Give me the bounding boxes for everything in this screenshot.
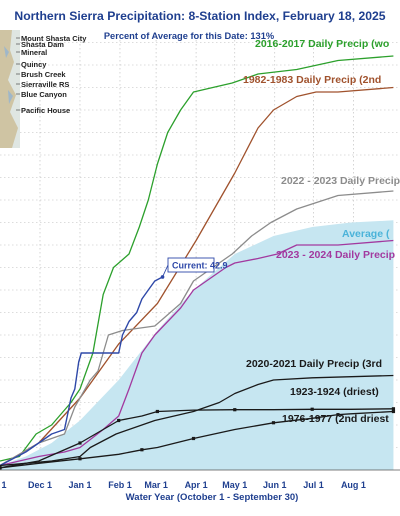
current-label: Current: 42.9 xyxy=(172,261,228,271)
x-tick-4: Mar 1 xyxy=(144,480,168,490)
chart-subtitle: Percent of Average for this Date: 131% xyxy=(104,31,275,41)
series-line-4 xyxy=(0,276,163,467)
series-marker-7-10 xyxy=(310,407,314,411)
station-label-7: Pacific House xyxy=(21,106,70,115)
x-tick-labels: 1 Dec 1 Jan 1 Feb 1 Mar 1 Apr 1 May 1 Jun 1 Jul … xyxy=(1,480,365,490)
x-tick-0: 1 xyxy=(1,480,6,490)
label-average: Average ( xyxy=(342,228,390,240)
series-marker-8-4 xyxy=(140,448,144,452)
series-marker-8-0 xyxy=(0,466,2,470)
series-marker-7-12 xyxy=(391,407,396,411)
station-label-0: Mount Shasta City xyxy=(21,34,87,43)
label-2022-2023: 2022 - 2023 Daily Precip xyxy=(281,175,400,187)
series-marker-7-6 xyxy=(155,409,159,414)
series-marker-7-4 xyxy=(117,418,121,423)
station-label-6: Blue Canyon xyxy=(21,90,67,99)
label-driest: 1923-1924 (driest) xyxy=(290,386,379,398)
current-callout: Current: 42.9 xyxy=(162,257,228,278)
series-line-6 xyxy=(0,374,394,467)
station-label-3: Quincy xyxy=(21,60,47,69)
map-terrain xyxy=(0,30,18,148)
x-tick-3: Feb 1 xyxy=(108,480,132,490)
series-marker-8-6 xyxy=(191,436,196,441)
station-map xyxy=(0,30,20,148)
x-tick-6: May 1 xyxy=(222,480,247,490)
callout-leader xyxy=(162,264,169,278)
series-line-3 xyxy=(0,239,394,467)
label-2020-2021: 2020-2021 Daily Precip (3rd xyxy=(246,358,382,370)
chart-title: Northern Sierra Precipitation: 8-Station… xyxy=(14,9,385,23)
x-tick-2: Jan 1 xyxy=(68,480,91,490)
x-tick-1: Dec 1 xyxy=(28,480,52,490)
callout-box xyxy=(167,257,215,273)
series-layer xyxy=(0,55,396,470)
x-axis-label: Water Year (October 1 - September 30) xyxy=(126,492,299,503)
series-marker-7-2 xyxy=(78,441,82,445)
series-line-0 xyxy=(0,55,394,462)
x-tick-9: Aug 1 xyxy=(341,480,366,490)
station-label-4: Brush Creek xyxy=(21,70,66,79)
series-marker-8-2 xyxy=(78,457,82,461)
x-tick-7: Jun 1 xyxy=(263,480,287,490)
series-marker-8-10 xyxy=(336,413,340,417)
series-marker-8-12 xyxy=(391,409,396,414)
series-marker-8-8 xyxy=(271,421,276,425)
label-wettest: 2016-2017 Daily Precip (wo xyxy=(255,38,389,50)
x-tick-5: Apr 1 xyxy=(185,480,208,490)
series-marker-7-8 xyxy=(233,408,237,412)
label-second-driest: 1976-1977 (2nd driest xyxy=(282,413,389,425)
series-line-2 xyxy=(0,190,394,467)
station-label-2: Mineral xyxy=(21,48,47,57)
average-area xyxy=(0,220,394,470)
station-label-1: Shasta Dam xyxy=(21,40,64,49)
map-water xyxy=(4,46,13,104)
label-2023-2024: 2023 - 2024 Daily Precip xyxy=(276,249,395,261)
station-label-5: Sierraville RS xyxy=(21,80,69,89)
label-second-wettest: 1982-1983 Daily Precip (2nd xyxy=(243,74,381,86)
x-tick-8: Jul 1 xyxy=(303,480,324,490)
